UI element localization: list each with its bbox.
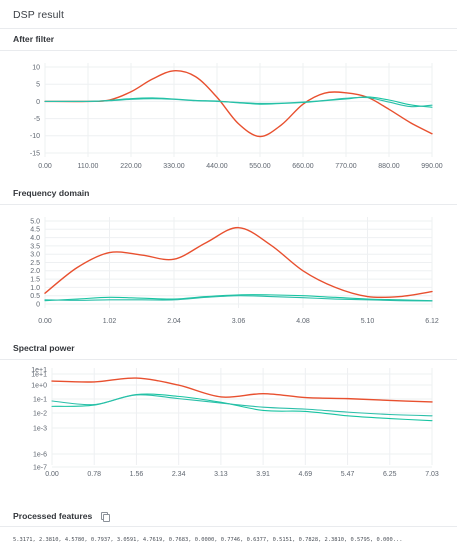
y-tick-label: 5 bbox=[36, 82, 40, 89]
y-tick-label: 0 bbox=[36, 99, 40, 106]
x-tick-label: 3.06 bbox=[232, 318, 246, 325]
chart-grid bbox=[44, 217, 433, 308]
series-line-0 bbox=[44, 226, 433, 299]
series-line-1 bbox=[44, 96, 433, 108]
x-tick-label: 6.25 bbox=[383, 471, 397, 478]
x-tick-label: 990.00 bbox=[421, 163, 443, 170]
x-tick-label: 2.34 bbox=[172, 471, 186, 478]
y-tick-label: 1.5 bbox=[30, 277, 40, 284]
series-line-1 bbox=[44, 294, 433, 302]
section-title-frequency-domain: Frequency domain bbox=[13, 188, 90, 198]
x-tick-label: 440.00 bbox=[206, 163, 228, 170]
x-tick-label: 5.10 bbox=[361, 318, 375, 325]
y-tick-label: 0 bbox=[36, 301, 40, 308]
y-tick-label: 4.0 bbox=[30, 235, 40, 242]
x-tick-label: 0.78 bbox=[87, 471, 101, 478]
section-divider-processed-features bbox=[0, 526, 457, 527]
series-line-2 bbox=[51, 394, 433, 417]
x-tick-label: 880.00 bbox=[378, 163, 400, 170]
x-tick-label: 5.47 bbox=[341, 471, 355, 478]
section-title-after-filter: After filter bbox=[13, 34, 55, 44]
copy-icon[interactable] bbox=[101, 512, 111, 522]
x-tick-label: 1.02 bbox=[103, 318, 117, 325]
x-tick-label: 330.00 bbox=[163, 163, 185, 170]
x-tick-label: 3.13 bbox=[214, 471, 228, 478]
y-tick-label: 1e+0 bbox=[31, 382, 47, 389]
y-tick-label: 0.5 bbox=[30, 293, 40, 300]
section-title-processed-features: Processed features bbox=[13, 511, 93, 521]
processed-features-values: 5.3171, 2.3810, 4.5780, 0.7937, 3.0591, … bbox=[13, 537, 403, 543]
y-tick-label: 1e-7 bbox=[33, 464, 47, 471]
page-title: DSP result bbox=[13, 9, 64, 21]
y-tick-label: 10 bbox=[32, 64, 40, 71]
y-tick-label: -5 bbox=[34, 116, 40, 123]
x-tick-label: 550.00 bbox=[249, 163, 271, 170]
y-tick-label: -10 bbox=[30, 133, 40, 140]
y-tick-label: -15 bbox=[30, 150, 40, 157]
series-line-0 bbox=[51, 377, 433, 403]
series-line-2 bbox=[44, 96, 433, 108]
x-tick-label: 220.00 bbox=[120, 163, 142, 170]
section-divider-frequency-domain bbox=[0, 204, 457, 205]
x-tick-label: 7.03 bbox=[425, 471, 439, 478]
y-tick-label: 1e+1 bbox=[31, 371, 47, 378]
chart-0: 0.00 110.00 220.00 330.00 440.00 550.00 660.00… bbox=[30, 63, 443, 170]
y-tick-label: 1e-3 bbox=[33, 425, 47, 432]
x-tick-label: 110.00 bbox=[78, 163, 99, 170]
series-line-2 bbox=[44, 295, 433, 302]
title-divider bbox=[0, 28, 457, 29]
x-tick-label: 4.69 bbox=[299, 471, 313, 478]
section-divider-after-filter bbox=[0, 50, 457, 51]
y-tick-label: 1e-1 bbox=[33, 396, 47, 403]
series-line-1 bbox=[51, 393, 433, 422]
section-divider-spectral-power bbox=[0, 359, 457, 360]
x-tick-label: 3.91 bbox=[256, 471, 270, 478]
x-tick-label: 4.08 bbox=[296, 318, 310, 325]
series-line-0 bbox=[44, 70, 433, 138]
x-tick-label: 770.00 bbox=[335, 163, 357, 170]
processed-features-header: Processed features bbox=[13, 511, 111, 522]
chart-2: 0.00 0.78 1.56 2.34 3.13 3.91 4.69 5.47 6.25 7.03… bbox=[31, 367, 439, 478]
y-tick-label: 3.5 bbox=[30, 243, 40, 250]
x-tick-label: 6.12 bbox=[425, 318, 439, 325]
x-tick-label: 2.04 bbox=[167, 318, 181, 325]
y-tick-label: 1e-6 bbox=[33, 451, 47, 458]
y-tick-label: 2.0 bbox=[30, 268, 40, 275]
y-tick-label: 1e+1 bbox=[31, 367, 47, 374]
chart-grid bbox=[51, 368, 433, 468]
y-tick-label: 3.0 bbox=[30, 252, 40, 259]
x-tick-label: 0.00 bbox=[45, 471, 59, 478]
x-tick-label: 0.00 bbox=[38, 163, 52, 170]
y-tick-label: 2.5 bbox=[30, 260, 40, 267]
section-title-spectral-power: Spectral power bbox=[13, 343, 75, 353]
x-tick-label: 660.00 bbox=[292, 163, 314, 170]
y-tick-label: 1.0 bbox=[30, 285, 40, 292]
y-tick-label: 5.0 bbox=[30, 218, 40, 225]
chart-grid bbox=[44, 63, 433, 157]
chart-1: 0.00 1.02 2.04 3.06 4.08 5.10 6.12 5.0 4.54.03.5… bbox=[30, 217, 439, 325]
x-tick-label: 1.56 bbox=[130, 471, 144, 478]
y-tick-label: 1e-2 bbox=[33, 410, 47, 417]
y-tick-label: 4.5 bbox=[30, 227, 40, 234]
x-tick-label: 0.00 bbox=[38, 318, 52, 325]
